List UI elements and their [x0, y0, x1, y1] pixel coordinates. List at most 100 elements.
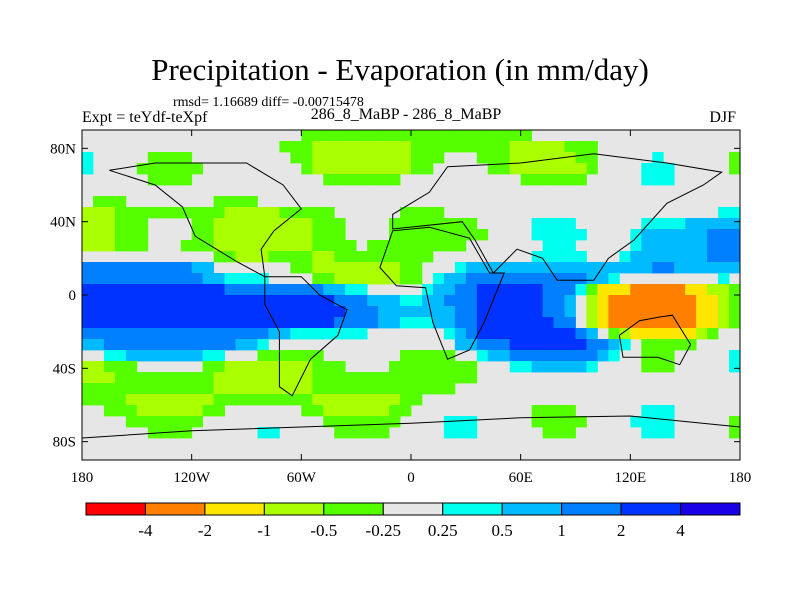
field-cell: [542, 152, 554, 164]
field-cell: [443, 372, 456, 384]
field-cell: [224, 196, 236, 208]
field-cell: [323, 383, 335, 395]
field-cell: [389, 383, 401, 395]
field-cell: [158, 262, 171, 274]
field-cell: [136, 207, 149, 219]
field-cell: [345, 383, 357, 395]
field-cell: [476, 306, 489, 318]
field-cell: [663, 427, 675, 439]
field-cell: [334, 394, 346, 406]
coastline-antarctica: [82, 415, 740, 460]
field-cell: [114, 295, 127, 307]
field-cell: [411, 130, 423, 142]
field-cell: [125, 240, 138, 252]
field-cell: [92, 240, 105, 252]
field-cell: [213, 306, 225, 318]
field-cell: [663, 240, 675, 252]
field-cell: [356, 372, 368, 384]
field-cell: [114, 350, 127, 362]
field-cell: [652, 295, 664, 307]
field-cell: [92, 361, 105, 373]
field-cell: [389, 295, 401, 307]
experiment-label: Expt = teYdf-teXpf: [82, 109, 208, 126]
field-cell: [323, 295, 335, 307]
field-cell: [345, 306, 357, 318]
field-cell: [498, 284, 511, 296]
field-cell: [290, 141, 302, 153]
field-cell: [454, 141, 467, 153]
field-cell: [564, 174, 576, 186]
field-cell: [652, 262, 664, 274]
field-cell: [608, 273, 620, 285]
field-cell: [125, 218, 138, 230]
field-cell: [334, 427, 346, 439]
field-cell: [213, 361, 225, 373]
field-cell: [213, 273, 225, 285]
field-cell: [345, 141, 357, 153]
field-cell: [630, 295, 642, 307]
field-cell: [454, 273, 467, 285]
field-cell: [92, 372, 105, 384]
field-cell: [553, 317, 565, 329]
field-cell: [323, 306, 335, 318]
field-cell: [465, 317, 478, 329]
field-cell: [158, 328, 171, 340]
field-cell: [268, 427, 280, 439]
field-cell: [169, 262, 182, 274]
field-cell: [707, 328, 719, 340]
field-cell: [158, 339, 171, 351]
coastline-australia: [618, 314, 692, 366]
field-cell: [345, 317, 357, 329]
field-cell: [301, 262, 313, 274]
field-cell: [323, 229, 335, 241]
field-cell: [630, 416, 642, 428]
field-cell: [553, 240, 565, 252]
field-cell: [630, 251, 642, 263]
field-cell: [487, 284, 500, 296]
field-cell: [608, 339, 620, 351]
field-cell: [685, 251, 697, 263]
field-cell: [147, 174, 160, 186]
field-cell: [213, 339, 225, 351]
field-cell: [619, 262, 631, 274]
field-cell: [268, 284, 280, 296]
field-cell: [531, 141, 543, 153]
field-cell: [476, 152, 489, 164]
field-cell: [147, 405, 160, 417]
field-cell: [82, 284, 94, 296]
field-cell: [685, 240, 697, 252]
field-cell: [158, 273, 171, 285]
y-tick-label: 80S: [53, 435, 76, 451]
field-cell: [619, 328, 631, 340]
field-cell: [400, 372, 412, 384]
field-cell: [553, 416, 565, 428]
chart-title: Precipitation - Evaporation (in mm/day): [151, 52, 649, 87]
field-cell: [235, 328, 247, 340]
field-cell: [301, 284, 313, 296]
field-cell: [82, 383, 94, 395]
field-cell: [454, 295, 467, 307]
field-cell: [575, 163, 587, 175]
field-cell: [290, 295, 302, 307]
field-cell: [114, 229, 127, 241]
field-cell: [312, 152, 324, 164]
field-cell: [432, 361, 445, 373]
field-cell: [103, 306, 116, 318]
field-cell: [202, 240, 214, 252]
field-cell: [564, 262, 576, 274]
field-cell: [575, 174, 587, 186]
field-cell: [301, 295, 313, 307]
field-cell: [268, 394, 280, 406]
field-cell: [674, 295, 686, 307]
field-cell: [465, 427, 478, 439]
field-cell: [465, 295, 478, 307]
field-cell: [411, 152, 423, 164]
field-cell: [114, 284, 127, 296]
field-cell: [652, 229, 664, 241]
field-cell: [465, 328, 478, 340]
field-cell: [301, 152, 313, 164]
field-cell: [147, 273, 160, 285]
field-cell: [608, 317, 620, 329]
field-cell: [411, 394, 423, 406]
field-cell: [707, 229, 719, 241]
